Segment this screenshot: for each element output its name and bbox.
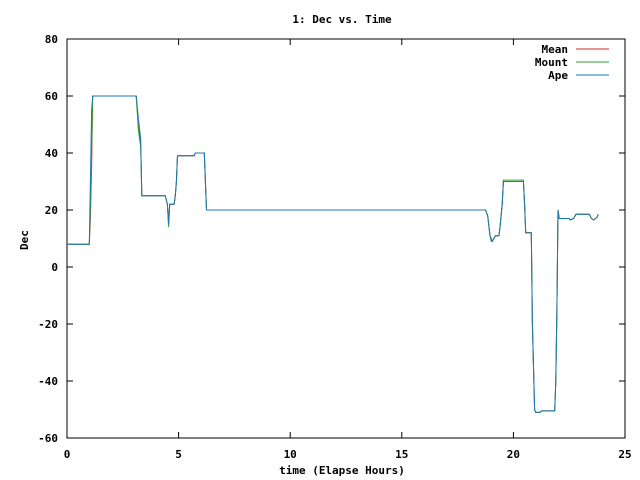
x-tick-label: 5	[175, 448, 182, 461]
y-tick-label: -40	[38, 375, 58, 388]
chart-title: 1: Dec vs. Time	[292, 13, 392, 26]
y-tick-label: 40	[45, 147, 58, 160]
y-tick-label: 20	[45, 204, 58, 217]
series-line-mean	[67, 95, 599, 413]
series-lines	[67, 95, 599, 413]
y-axis: -60 -40 -20 0 20 40 60 80	[38, 33, 625, 445]
y-tick-label: 80	[45, 33, 58, 46]
y-tick-label: -60	[38, 432, 58, 445]
y-tick-label: 60	[45, 90, 58, 103]
x-tick-label: 20	[507, 448, 520, 461]
series-line-mount	[67, 95, 599, 413]
legend-label-ape: Ape	[548, 69, 568, 82]
x-tick-label: 10	[284, 448, 297, 461]
legend-label-mean: Mean	[542, 43, 569, 56]
y-tick-label: -20	[38, 318, 58, 331]
y-tick-label: 0	[51, 261, 58, 274]
legend-label-mount: Mount	[535, 56, 568, 69]
x-tick-label: 15	[395, 448, 408, 461]
x-axis-label: time (Elapse Hours)	[279, 464, 405, 477]
x-tick-label: 0	[64, 448, 71, 461]
plot-frame	[66, 38, 626, 439]
series-line-ape	[67, 95, 599, 413]
x-tick-label: 25	[618, 448, 631, 461]
y-axis-label: Dec	[18, 230, 31, 250]
x-axis: 0 5 10 15 20 25	[64, 39, 632, 461]
